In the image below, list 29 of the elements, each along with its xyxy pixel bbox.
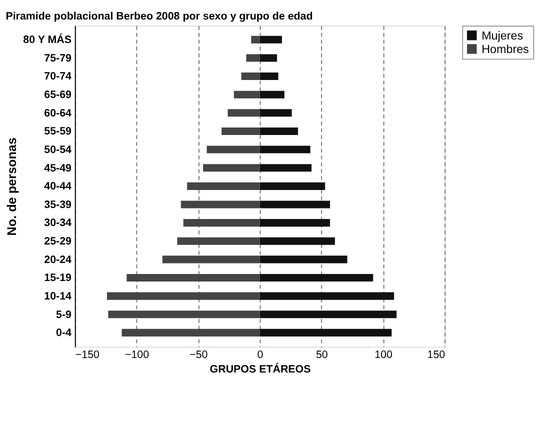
x-tick-label: −50 (190, 348, 208, 361)
chart-title: Piramide poblacional Berbeo 2008 por sexo y grupo de edad (6, 10, 313, 22)
x-tick-label: 100 (374, 348, 392, 361)
y-tick-label: 60-64 (44, 107, 72, 120)
y-tick-label: 40-44 (44, 180, 72, 193)
x-tick-label: 0 (257, 348, 264, 361)
x-tick-label: 50 (316, 348, 328, 361)
legend-label: Mujeres (482, 29, 524, 42)
y-tick-label: 10-14 (44, 290, 72, 302)
y-tick-label: 15-19 (44, 272, 72, 284)
y-tick-label: 35-39 (44, 198, 72, 211)
y-tick-label: 70-74 (44, 70, 72, 83)
x-axis-title: GRUPOS ETÁREOS (210, 362, 311, 376)
y-tick-label: 55-59 (44, 126, 72, 138)
y-tick-label: 80 Y MÁS (23, 33, 72, 46)
y-tick-label: 45-49 (44, 162, 72, 174)
y-tick-label: 0-4 (56, 327, 72, 340)
x-tick-label: 150 (427, 348, 446, 361)
x-tick-label: −100 (124, 348, 150, 361)
y-tick-label: 25-29 (44, 236, 72, 248)
y-tick-label: 30-34 (44, 217, 72, 230)
y-tick-label: 20-24 (44, 254, 72, 266)
x-tick-label: −150 (75, 348, 100, 361)
legend-label: Hombres (482, 42, 530, 56)
y-tick-label: 5-9 (56, 308, 72, 321)
y-axis-title: No. de personas (4, 138, 19, 236)
y-tick-label: 75-79 (44, 52, 72, 64)
y-tick-label: 65-69 (44, 89, 72, 101)
y-tick-label: 50-54 (44, 144, 72, 156)
